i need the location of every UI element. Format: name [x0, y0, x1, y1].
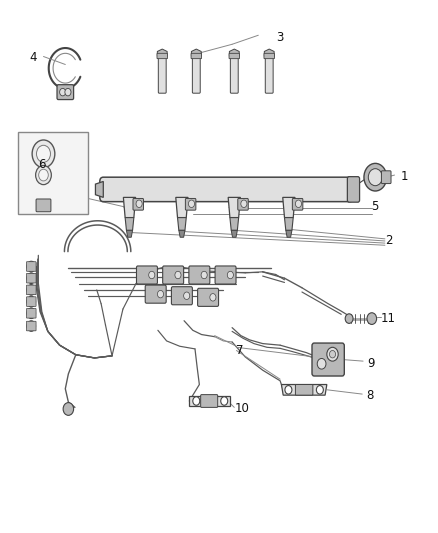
Text: 4: 4 [30, 51, 37, 64]
FancyBboxPatch shape [158, 55, 166, 93]
Bar [18, 132, 88, 214]
Circle shape [345, 314, 353, 324]
FancyBboxPatch shape [229, 53, 240, 59]
Circle shape [368, 168, 382, 185]
Circle shape [316, 385, 323, 394]
FancyBboxPatch shape [26, 297, 36, 306]
Polygon shape [283, 197, 295, 217]
Text: 2: 2 [385, 235, 392, 247]
FancyBboxPatch shape [265, 55, 273, 93]
FancyBboxPatch shape [171, 287, 192, 305]
Circle shape [241, 200, 247, 207]
Polygon shape [127, 230, 133, 237]
FancyBboxPatch shape [198, 288, 219, 306]
FancyBboxPatch shape [26, 262, 36, 271]
Text: 5: 5 [371, 200, 379, 213]
Circle shape [295, 200, 301, 207]
Text: 1: 1 [401, 169, 408, 183]
Text: 3: 3 [276, 31, 284, 44]
Circle shape [39, 169, 48, 181]
Circle shape [327, 348, 338, 361]
Circle shape [285, 385, 292, 394]
FancyBboxPatch shape [26, 285, 36, 295]
FancyBboxPatch shape [57, 85, 74, 100]
Polygon shape [124, 197, 136, 217]
Circle shape [35, 165, 51, 184]
Circle shape [157, 290, 163, 298]
Polygon shape [282, 384, 327, 395]
FancyBboxPatch shape [162, 266, 184, 284]
Text: 9: 9 [367, 357, 374, 370]
FancyBboxPatch shape [137, 266, 157, 284]
FancyBboxPatch shape [157, 53, 167, 59]
FancyBboxPatch shape [312, 343, 344, 376]
Circle shape [136, 200, 142, 207]
Polygon shape [264, 49, 274, 59]
Circle shape [60, 88, 66, 96]
Circle shape [63, 402, 74, 415]
Polygon shape [179, 230, 185, 237]
FancyBboxPatch shape [100, 177, 353, 201]
Text: 7: 7 [236, 344, 244, 357]
Circle shape [27, 321, 35, 332]
Polygon shape [191, 49, 201, 59]
FancyBboxPatch shape [347, 176, 360, 202]
Polygon shape [228, 197, 240, 217]
Circle shape [367, 313, 377, 325]
FancyBboxPatch shape [189, 266, 210, 284]
FancyBboxPatch shape [215, 266, 236, 284]
Circle shape [193, 397, 200, 405]
FancyBboxPatch shape [230, 55, 238, 93]
Circle shape [27, 308, 35, 319]
Circle shape [364, 164, 387, 191]
Polygon shape [177, 217, 186, 230]
FancyBboxPatch shape [145, 285, 166, 303]
FancyBboxPatch shape [292, 198, 303, 210]
Circle shape [329, 351, 336, 358]
FancyBboxPatch shape [185, 198, 196, 210]
FancyBboxPatch shape [133, 198, 144, 210]
Polygon shape [285, 217, 293, 230]
FancyBboxPatch shape [26, 321, 36, 331]
FancyBboxPatch shape [381, 171, 391, 183]
Polygon shape [157, 49, 167, 59]
Circle shape [201, 271, 207, 279]
Polygon shape [231, 230, 237, 237]
Text: 6: 6 [39, 158, 46, 171]
FancyBboxPatch shape [26, 273, 36, 283]
Circle shape [210, 294, 216, 301]
Circle shape [27, 296, 35, 307]
Polygon shape [230, 49, 239, 59]
Circle shape [317, 359, 326, 369]
Circle shape [36, 146, 50, 163]
Circle shape [221, 397, 228, 405]
Text: 8: 8 [366, 389, 373, 402]
Text: 10: 10 [234, 402, 249, 415]
Polygon shape [176, 197, 188, 217]
Polygon shape [230, 217, 239, 230]
Circle shape [184, 292, 190, 300]
FancyBboxPatch shape [201, 394, 218, 407]
Circle shape [27, 273, 35, 284]
FancyBboxPatch shape [36, 199, 51, 212]
Circle shape [32, 140, 55, 167]
Polygon shape [189, 395, 230, 406]
FancyBboxPatch shape [26, 309, 36, 318]
FancyBboxPatch shape [264, 53, 275, 59]
Circle shape [149, 271, 155, 279]
Circle shape [27, 261, 35, 272]
FancyBboxPatch shape [192, 55, 200, 93]
Circle shape [227, 271, 233, 279]
Circle shape [175, 271, 181, 279]
Polygon shape [95, 181, 103, 197]
Polygon shape [286, 230, 292, 237]
FancyBboxPatch shape [295, 384, 313, 395]
Circle shape [27, 285, 35, 295]
FancyBboxPatch shape [191, 53, 201, 59]
Circle shape [65, 88, 71, 96]
Polygon shape [125, 217, 134, 230]
FancyBboxPatch shape [238, 198, 248, 210]
Circle shape [188, 200, 194, 207]
Text: 11: 11 [381, 312, 396, 325]
